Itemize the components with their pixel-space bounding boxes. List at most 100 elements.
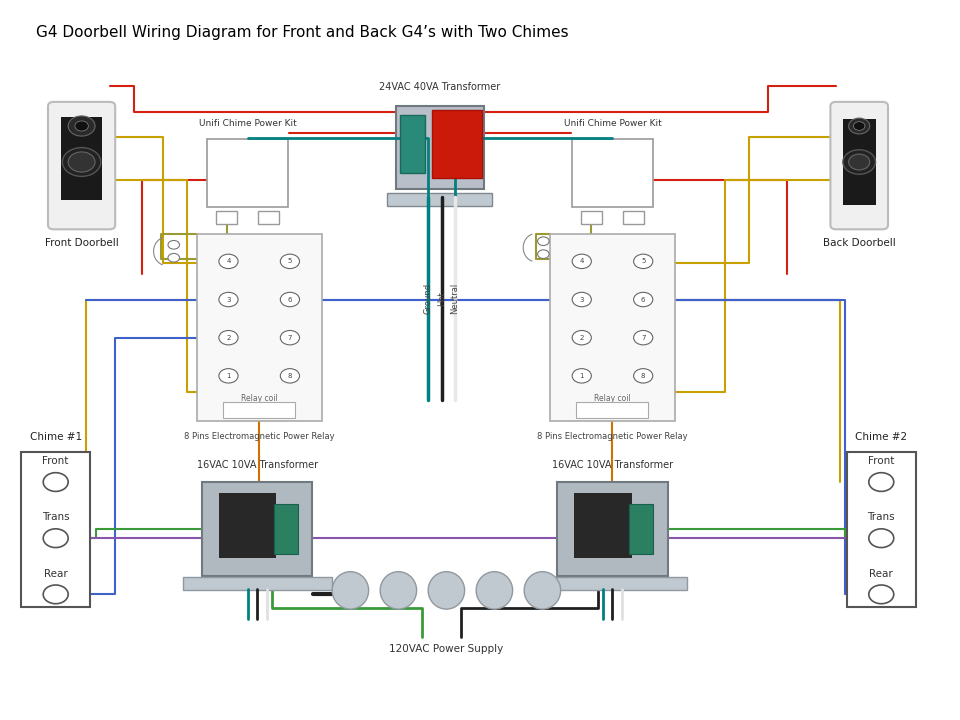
Circle shape <box>849 118 870 134</box>
Text: 6: 6 <box>288 297 292 302</box>
Text: Back Doorbell: Back Doorbell <box>823 238 896 248</box>
Ellipse shape <box>428 572 465 609</box>
FancyBboxPatch shape <box>387 193 492 206</box>
Circle shape <box>869 528 894 547</box>
Text: 7: 7 <box>641 335 645 341</box>
Text: Unifi Chime Power Kit: Unifi Chime Power Kit <box>199 120 297 128</box>
Circle shape <box>538 237 549 246</box>
FancyBboxPatch shape <box>630 504 654 554</box>
Text: 6: 6 <box>641 297 645 302</box>
Text: 24VAC 40VA Transformer: 24VAC 40VA Transformer <box>379 82 500 92</box>
Text: Front: Front <box>42 456 69 467</box>
FancyBboxPatch shape <box>275 504 299 554</box>
FancyBboxPatch shape <box>21 452 90 606</box>
FancyBboxPatch shape <box>843 119 876 205</box>
Circle shape <box>572 254 591 269</box>
Text: G4 Doorbell Wiring Diagram for Front and Back G4’s with Two Chimes: G4 Doorbell Wiring Diagram for Front and… <box>36 25 569 40</box>
Text: Relay coil: Relay coil <box>594 394 631 402</box>
Text: 4: 4 <box>580 258 584 264</box>
Text: 1: 1 <box>227 373 230 379</box>
Circle shape <box>68 152 95 172</box>
FancyBboxPatch shape <box>216 211 237 224</box>
Circle shape <box>634 369 653 383</box>
Circle shape <box>43 585 68 603</box>
Circle shape <box>869 473 894 491</box>
Circle shape <box>219 369 238 383</box>
FancyBboxPatch shape <box>572 139 653 207</box>
Circle shape <box>572 292 591 307</box>
Text: 16VAC 10VA Transformer: 16VAC 10VA Transformer <box>552 460 673 470</box>
Text: Trans: Trans <box>868 513 895 523</box>
Text: 3: 3 <box>227 297 230 302</box>
Circle shape <box>219 330 238 345</box>
Text: Rear: Rear <box>44 569 67 579</box>
Circle shape <box>843 150 876 174</box>
FancyBboxPatch shape <box>581 211 602 224</box>
FancyBboxPatch shape <box>203 482 313 576</box>
FancyBboxPatch shape <box>432 110 482 179</box>
FancyBboxPatch shape <box>48 102 115 230</box>
Ellipse shape <box>332 572 369 609</box>
FancyBboxPatch shape <box>197 234 322 421</box>
FancyBboxPatch shape <box>830 102 888 230</box>
Text: 8 Pins Electromagnetic Power Relay: 8 Pins Electromagnetic Power Relay <box>538 432 687 441</box>
Circle shape <box>75 121 88 131</box>
Circle shape <box>280 369 300 383</box>
Circle shape <box>853 122 865 130</box>
FancyBboxPatch shape <box>396 107 484 189</box>
Text: 16VAC 10VA Transformer: 16VAC 10VA Transformer <box>197 460 318 470</box>
Circle shape <box>68 116 95 136</box>
Circle shape <box>634 330 653 345</box>
Circle shape <box>168 253 180 262</box>
FancyBboxPatch shape <box>538 577 687 590</box>
Text: Chime #1: Chime #1 <box>30 432 82 442</box>
FancyBboxPatch shape <box>574 493 632 558</box>
FancyBboxPatch shape <box>223 402 296 418</box>
Circle shape <box>869 585 894 603</box>
Text: 8: 8 <box>288 373 292 379</box>
Text: 8: 8 <box>641 373 645 379</box>
Text: 120VAC Power Supply: 120VAC Power Supply <box>389 644 504 654</box>
Text: 5: 5 <box>288 258 292 264</box>
Text: 2: 2 <box>227 335 230 341</box>
Circle shape <box>43 473 68 491</box>
Ellipse shape <box>380 572 417 609</box>
FancyBboxPatch shape <box>847 452 916 606</box>
FancyBboxPatch shape <box>61 117 102 200</box>
FancyBboxPatch shape <box>182 577 332 590</box>
Text: Unifi Chime Power Kit: Unifi Chime Power Kit <box>564 120 661 128</box>
Text: Rear: Rear <box>870 569 893 579</box>
FancyBboxPatch shape <box>576 402 649 418</box>
Text: 3: 3 <box>580 297 584 302</box>
Circle shape <box>572 369 591 383</box>
FancyBboxPatch shape <box>623 211 644 224</box>
Ellipse shape <box>524 572 561 609</box>
Circle shape <box>43 528 68 547</box>
Text: Ground: Ground <box>423 283 433 315</box>
FancyBboxPatch shape <box>400 115 425 173</box>
Circle shape <box>634 254 653 269</box>
Text: Hot: Hot <box>437 292 446 306</box>
Text: Trans: Trans <box>42 513 69 523</box>
Text: 8 Pins Electromagnetic Power Relay: 8 Pins Electromagnetic Power Relay <box>184 432 334 441</box>
Text: 1: 1 <box>580 373 584 379</box>
Text: Front: Front <box>868 456 895 467</box>
Text: 2: 2 <box>580 335 584 341</box>
Circle shape <box>168 240 180 249</box>
Circle shape <box>634 292 653 307</box>
Circle shape <box>280 254 300 269</box>
Circle shape <box>280 330 300 345</box>
Text: Relay coil: Relay coil <box>241 394 277 402</box>
FancyBboxPatch shape <box>550 234 675 421</box>
Text: 5: 5 <box>641 258 645 264</box>
Circle shape <box>280 292 300 307</box>
Circle shape <box>572 330 591 345</box>
Text: Front Doorbell: Front Doorbell <box>45 238 118 248</box>
FancyBboxPatch shape <box>219 493 276 558</box>
Text: 7: 7 <box>288 335 292 341</box>
FancyBboxPatch shape <box>258 211 279 224</box>
Circle shape <box>219 292 238 307</box>
Text: Chime #2: Chime #2 <box>855 432 907 442</box>
FancyBboxPatch shape <box>207 139 288 207</box>
Circle shape <box>62 148 101 176</box>
